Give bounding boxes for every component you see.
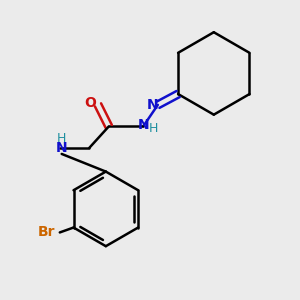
Text: N: N <box>137 118 149 133</box>
Text: N: N <box>56 141 68 155</box>
Text: N: N <box>147 98 159 112</box>
Text: Br: Br <box>37 225 55 239</box>
Text: O: O <box>84 96 96 110</box>
Text: H: H <box>148 122 158 135</box>
Text: H: H <box>57 132 66 145</box>
